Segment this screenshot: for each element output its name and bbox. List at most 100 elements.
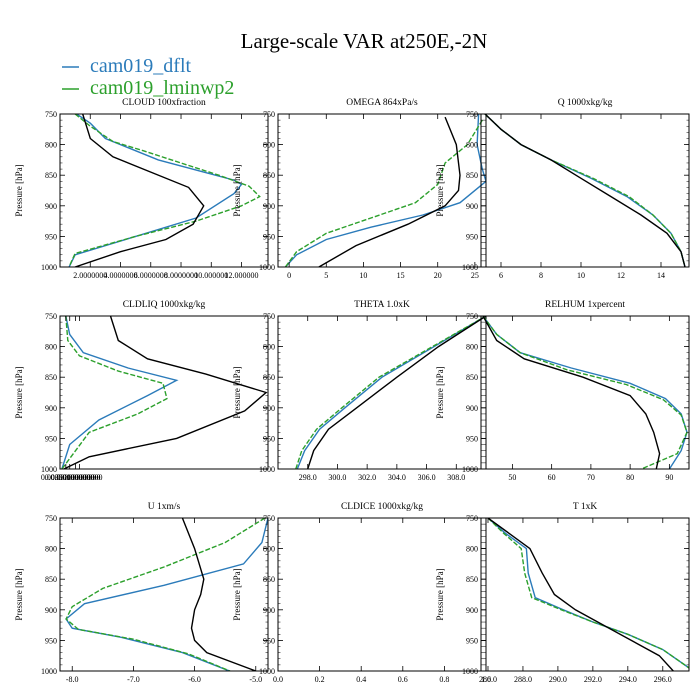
series-cam019_lminwp2 (61, 316, 168, 469)
panel-ylabel: Pressure [hPa] (435, 568, 445, 620)
legend: cam019_dflt cam019_lminwp2 (62, 55, 234, 99)
xtick-label: 4.0000000 (104, 271, 138, 280)
ytick-label: 800 (263, 343, 275, 352)
ytick-label: 900 (45, 404, 57, 413)
series-cam019_dflt (284, 114, 486, 267)
panel-frame (480, 517, 690, 672)
series-cam019_dflt (68, 114, 243, 267)
ytick-label: 950 (45, 636, 57, 645)
xtick-label: 5 (324, 271, 328, 280)
series-control (181, 518, 257, 671)
panel-ylabel: Pressure [hPa] (435, 366, 445, 418)
legend-label-dflt: cam019_dflt (90, 55, 192, 77)
xtick-label: 0.00300000000 (41, 473, 91, 482)
series-control (63, 316, 268, 469)
xtick-label: 14 (657, 271, 665, 280)
panel-ylabel: Pressure [hPa] (232, 568, 242, 620)
ytick-label: 750 (263, 110, 275, 119)
xtick-label: 80 (626, 473, 634, 482)
xtick-label: 10 (577, 271, 585, 280)
xtick-label: 6.0000000 (134, 271, 168, 280)
ytick-label: 1000 (41, 667, 57, 676)
xtick-label: -7.0 (127, 675, 140, 684)
panel-title: THETA 1.0xK (354, 300, 410, 310)
series-cam019_dflt (65, 518, 268, 671)
ytick-label: 900 (263, 606, 275, 615)
xtick-label: 306.0 (418, 473, 436, 482)
ytick-label: 850 (263, 373, 275, 382)
xtick-label: 10.000000 (194, 271, 228, 280)
ytick-label: 900 (466, 404, 478, 413)
ytick-label: 750 (45, 110, 57, 119)
ytick-label: 950 (45, 232, 57, 241)
series-cam019_lminwp2 (295, 316, 486, 469)
series-control (487, 518, 674, 671)
ytick-label: 800 (263, 141, 275, 150)
xtick-label: 304.0 (388, 473, 406, 482)
panel-3: Q 1000xkg/kg Pressure [hPa] 750 800 850 900 95… (435, 98, 690, 280)
panel-title: CLOUD 100xfraction (122, 97, 206, 108)
xtick-label: 292.0 (584, 675, 602, 684)
xtick-label: 308.0 (447, 473, 465, 482)
ytick-label: 800 (466, 141, 478, 150)
xtick-label: 0.00800000000 (51, 473, 101, 482)
panel-frame (480, 113, 690, 268)
xtick-label: 0.0100000000 (56, 473, 102, 482)
panel-title: U 1xm/s (148, 502, 181, 512)
ytick-label: 800 (45, 141, 57, 150)
xtick-label: 70 (587, 473, 595, 482)
ytick-label: 1000 (41, 465, 57, 474)
ytick-label: 750 (466, 514, 478, 523)
ytick-label: 950 (263, 434, 275, 443)
ytick-label: 800 (45, 545, 57, 554)
series-control (484, 114, 686, 267)
panel-ylabel: Pressure [hPa] (435, 164, 445, 216)
ytick-label: 1000 (462, 667, 478, 676)
xtick-label: 0 (287, 271, 291, 280)
xtick-label: 0.4 (356, 675, 366, 684)
xtick-label: 6 (499, 271, 503, 280)
xtick-label: 0.8 (439, 675, 449, 684)
xtick-label: -6.0 (188, 675, 201, 684)
panel-title: CLDLIQ 1000xkg/kg (123, 300, 206, 310)
xtick-label: 294.0 (619, 675, 637, 684)
ytick-label: 900 (263, 202, 275, 211)
ytick-label: 1000 (259, 263, 275, 272)
panel-frame (277, 517, 487, 672)
ytick-label: 1000 (462, 465, 478, 474)
ytick-label: 850 (263, 575, 275, 584)
panel-frame (277, 113, 487, 268)
ytick-label: 800 (263, 545, 275, 554)
series-cam019_dflt (296, 316, 486, 469)
xtick-label: 0.6 (398, 675, 408, 684)
series-cam019_lminwp2 (484, 114, 686, 267)
ytick-label: 950 (466, 232, 478, 241)
panel-2: OMEGA 864xPa/s Pressure [hPa] 750 800 850 900… (232, 98, 487, 280)
ytick-label: 950 (263, 636, 275, 645)
figure-title: Large-scale VAR at250E,-2N (241, 29, 488, 53)
panel-6: RELHUM 1xpercent Pressure [hPa] 750 800 850 9… (435, 300, 690, 482)
ytick-label: 900 (466, 202, 478, 211)
xtick-label: 300.0 (328, 473, 346, 482)
panel-title: CLDICE 1000xkg/kg (341, 502, 423, 512)
series-cam019_lminwp2 (487, 518, 689, 669)
panel-frame (59, 315, 269, 470)
ytick-label: 750 (466, 110, 478, 119)
series-cam019_lminwp2 (65, 518, 266, 671)
ytick-label: 900 (45, 202, 57, 211)
panel-ylabel: Pressure [hPa] (14, 164, 24, 216)
panel-ylabel: Pressure [hPa] (232, 366, 242, 418)
xtick-label: 15 (397, 271, 405, 280)
series-cam019_dflt (61, 316, 179, 469)
ytick-label: 900 (45, 606, 57, 615)
panel-title: T 1xK (573, 502, 598, 512)
xtick-label: 50 (508, 473, 516, 482)
ytick-label: 850 (466, 575, 478, 584)
xtick-label: 60 (548, 473, 556, 482)
xtick-label: 302.0 (358, 473, 376, 482)
ytick-label: 1000 (41, 263, 57, 272)
ytick-label: 1000 (259, 465, 275, 474)
series-control (307, 316, 486, 469)
xtick-label: 0.00500000000 (45, 473, 95, 482)
